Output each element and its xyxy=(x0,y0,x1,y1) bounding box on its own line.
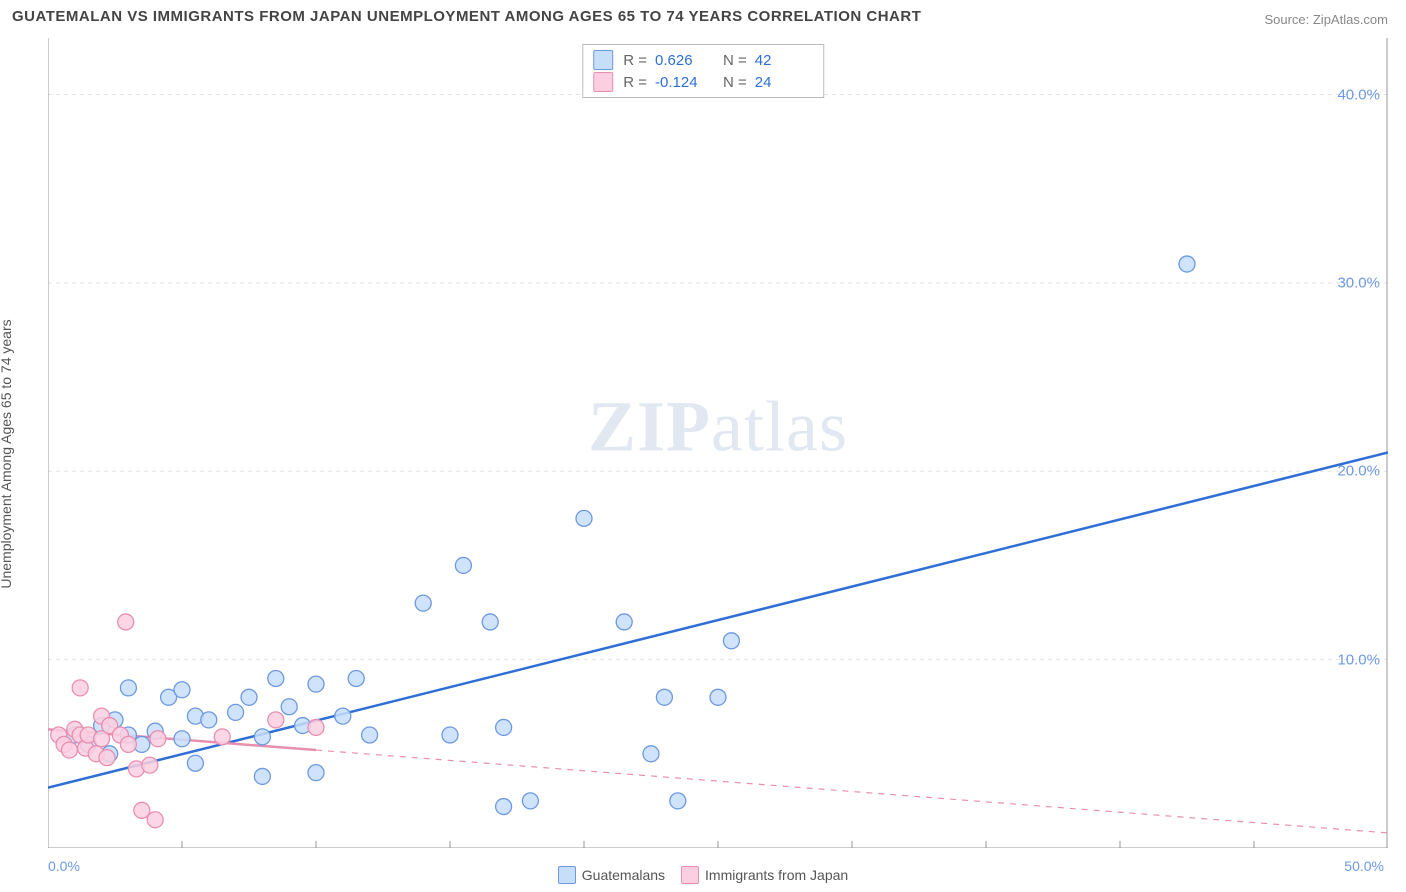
y-tick-label: 20.0% xyxy=(1337,463,1380,480)
legend-swatch xyxy=(681,866,699,884)
chart-area: ZIPatlas xyxy=(48,38,1388,848)
stats-r-label: R = xyxy=(623,52,647,69)
legend-swatch xyxy=(558,866,576,884)
correlation-stats-box: R = 0.626 N = 42 R = -0.124 N = 24 xyxy=(582,44,824,98)
y-tick-label: 10.0% xyxy=(1337,651,1380,668)
stats-row: R = 0.626 N = 42 xyxy=(593,49,813,71)
source-attribution: Source: ZipAtlas.com xyxy=(1264,12,1388,27)
y-tick-label: 40.0% xyxy=(1337,86,1380,103)
y-tick-label: 30.0% xyxy=(1337,274,1380,291)
source-link[interactable]: ZipAtlas.com xyxy=(1313,12,1388,27)
stats-n-label: N = xyxy=(723,74,747,91)
legend-item: Guatemalans xyxy=(558,866,665,884)
stats-row: R = -0.124 N = 24 xyxy=(593,71,813,93)
chart-title: GUATEMALAN VS IMMIGRANTS FROM JAPAN UNEM… xyxy=(12,8,921,25)
stats-n-label: N = xyxy=(723,52,747,69)
legend-item: Immigrants from Japan xyxy=(681,866,848,884)
stats-swatch xyxy=(593,50,613,70)
scatter-chart-svg xyxy=(48,38,1388,848)
stats-n-value: 24 xyxy=(755,74,813,91)
stats-swatch xyxy=(593,72,613,92)
y-axis-label: Unemployment Among Ages 65 to 74 years xyxy=(0,319,14,588)
legend-label: Immigrants from Japan xyxy=(705,867,848,883)
stats-n-value: 42 xyxy=(755,52,813,69)
legend-label: Guatemalans xyxy=(582,867,665,883)
stats-r-label: R = xyxy=(623,74,647,91)
stats-r-value: 0.626 xyxy=(655,52,713,69)
source-label: Source: xyxy=(1264,12,1312,27)
stats-r-value: -0.124 xyxy=(655,74,713,91)
bottom-legend: Guatemalans Immigrants from Japan xyxy=(0,866,1406,884)
